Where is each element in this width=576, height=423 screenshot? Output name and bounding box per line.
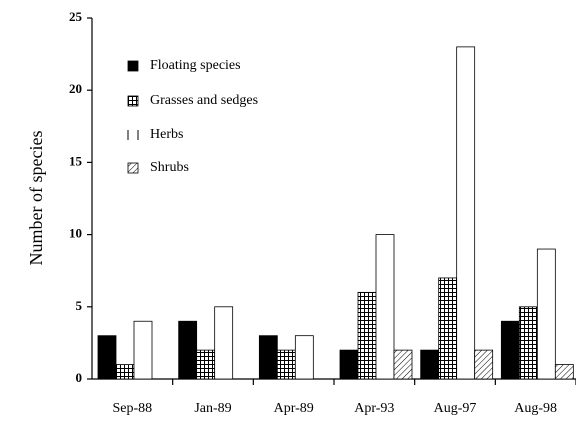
bar: [294, 335, 314, 380]
bar: [554, 364, 574, 380]
legend-swatch: [128, 130, 138, 140]
bar: [258, 335, 278, 380]
bar: [115, 364, 135, 380]
x-tick-label: Aug-97: [434, 401, 477, 416]
legend-label: Herbs: [150, 127, 183, 142]
bar: [196, 349, 216, 380]
bar: [438, 277, 458, 380]
x-tick-label: Apr-89: [274, 401, 314, 416]
y-tick-label: 5: [76, 298, 83, 313]
bar: [518, 306, 538, 380]
legend-swatch: [127, 162, 139, 174]
bar: [339, 349, 359, 380]
x-tick-label: Aug-98: [514, 401, 557, 416]
x-tick-label: Apr-93: [354, 401, 394, 416]
bar: [178, 320, 198, 380]
bar: [133, 320, 153, 380]
bar: [375, 234, 395, 380]
bar: [500, 320, 520, 380]
bar: [214, 306, 234, 380]
bar: [276, 349, 296, 380]
x-tick-label: Sep-88: [112, 401, 152, 416]
bar: [97, 335, 117, 380]
legend-label: Floating species: [150, 58, 241, 73]
bar: [456, 46, 476, 380]
bar: [357, 291, 377, 380]
x-tick-label: Jan-89: [194, 401, 231, 416]
y-tick-label: 10: [69, 226, 82, 241]
legend-swatch: [127, 95, 139, 107]
legend-label: Grasses and sedges: [150, 93, 258, 108]
bar: [393, 349, 413, 380]
y-axis-label: Number of species: [26, 131, 46, 266]
legend-label: Shrubs: [150, 160, 189, 175]
y-tick-label: 25: [69, 9, 83, 24]
y-tick-label: 15: [69, 153, 83, 168]
bar: [474, 349, 494, 380]
bar: [420, 349, 440, 380]
y-tick-label: 20: [69, 81, 82, 96]
legend-swatch: [127, 60, 139, 72]
bar: [536, 248, 556, 380]
y-tick-label: 0: [76, 370, 83, 385]
